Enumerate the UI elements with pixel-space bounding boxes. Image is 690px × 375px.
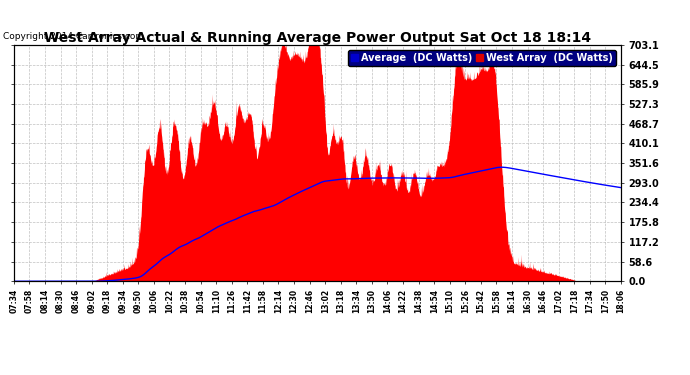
Title: West Array Actual & Running Average Power Output Sat Oct 18 18:14: West Array Actual & Running Average Powe…	[44, 31, 591, 45]
Legend: Average  (DC Watts), West Array  (DC Watts): Average (DC Watts), West Array (DC Watts…	[348, 50, 616, 66]
Text: Copyright 2014 Cartronics.com: Copyright 2014 Cartronics.com	[3, 32, 145, 41]
